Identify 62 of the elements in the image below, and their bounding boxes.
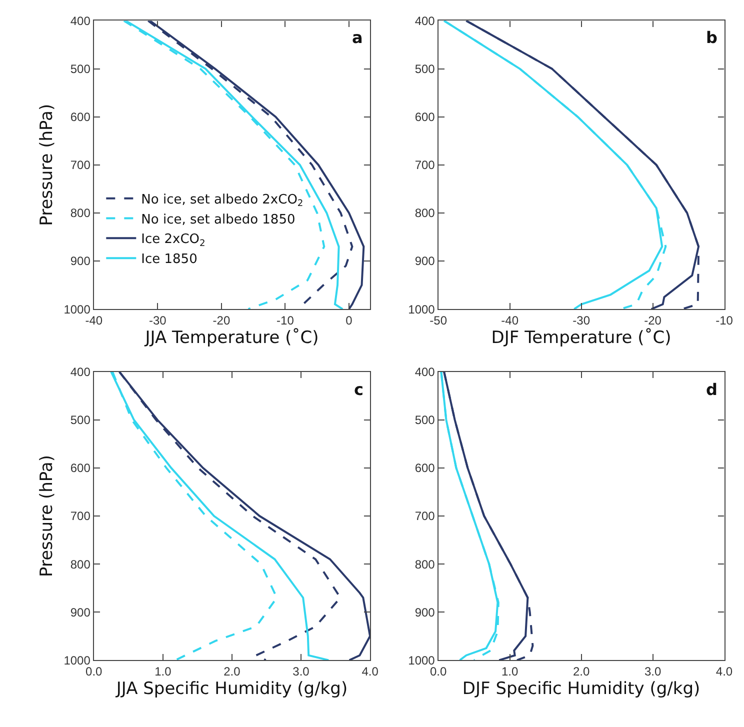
y-tick-label: 900 [70, 254, 91, 268]
y-tick-label: 500 [70, 62, 91, 76]
y-tick-label: 500 [414, 62, 436, 76]
y-tick-label: 400 [414, 14, 436, 28]
x-tick-label: -20 [644, 314, 662, 328]
x-tick-label: 1.0 [501, 664, 518, 679]
x-tick-label: 4.0 [362, 664, 379, 679]
y-tick-label: 1000 [64, 302, 91, 316]
x-tick-label: 1.0 [154, 664, 172, 679]
y-axis-title: Pressure (hPa) [37, 455, 58, 577]
x-axis-title: DJF Specific Humidity (g/kg) [462, 679, 700, 700]
legend-label: Ice 2xCO$_{2}$ [141, 232, 206, 249]
x-axis-title: JJA Temperature (˚C) [144, 328, 319, 348]
annotation: a [352, 28, 363, 47]
y-tick-label: 700 [414, 158, 436, 172]
y-tick-label: 800 [414, 557, 436, 572]
annotation: b [706, 28, 718, 47]
y-tick-label: 800 [70, 206, 91, 220]
y-tick-label: 1000 [408, 653, 436, 668]
x-tick-label: -10 [276, 314, 294, 328]
y-tick-label: 700 [70, 509, 91, 524]
x-tick-label: 0.0 [86, 664, 103, 679]
y-tick-label: 400 [414, 365, 436, 380]
x-tick-label: 0 [346, 314, 353, 328]
y-tick-label: 1000 [64, 653, 91, 668]
y-tick-label: 900 [414, 605, 436, 620]
legend-label: Ice 1850 [141, 252, 198, 268]
x-tick-label: -50 [430, 314, 448, 328]
y-tick-label: 600 [70, 110, 91, 124]
y-tick-label: 900 [414, 254, 436, 268]
legend-label: No ice, set albedo 2xCO$_{2}$ [141, 192, 304, 210]
y-tick-label: 800 [70, 557, 91, 572]
y-tick-label: 700 [414, 509, 436, 524]
x-tick-label: -30 [149, 314, 167, 328]
x-tick-label: 0.0 [430, 664, 448, 679]
x-axis-title: DJF Temperature (˚C) [491, 328, 672, 348]
x-tick-label: -40 [501, 314, 519, 328]
x-axis-title: JJA Specific Humidity (g/kg) [115, 679, 348, 700]
y-axis-title: Pressure (hPa) [37, 104, 58, 226]
x-tick-label: 3.0 [292, 664, 310, 679]
x-tick-label: -10 [716, 314, 734, 328]
x-tick-label: -20 [212, 314, 230, 328]
y-tick-label: 600 [70, 461, 91, 476]
y-tick-label: 400 [70, 365, 91, 380]
x-tick-label: 4.0 [716, 664, 733, 679]
y-tick-label: 400 [70, 14, 91, 28]
y-tick-label: 1000 [408, 302, 436, 316]
y-tick-label: 600 [414, 110, 436, 124]
x-tick-label: 2.0 [572, 664, 590, 679]
y-tick-label: 700 [70, 158, 91, 172]
x-tick-label: 3.0 [644, 664, 662, 679]
annotation: c [354, 380, 364, 399]
y-tick-label: 500 [414, 413, 436, 428]
y-tick-label: 600 [414, 461, 436, 476]
legend-label: No ice, set albedo 1850 [141, 212, 296, 228]
y-tick-label: 800 [414, 206, 436, 220]
y-tick-label: 900 [70, 605, 91, 620]
x-tick-label: 2.0 [224, 664, 241, 679]
y-tick-label: 500 [70, 413, 91, 428]
x-tick-label: -30 [572, 314, 590, 328]
annotation: d [706, 380, 718, 399]
x-tick-label: -40 [85, 314, 103, 328]
